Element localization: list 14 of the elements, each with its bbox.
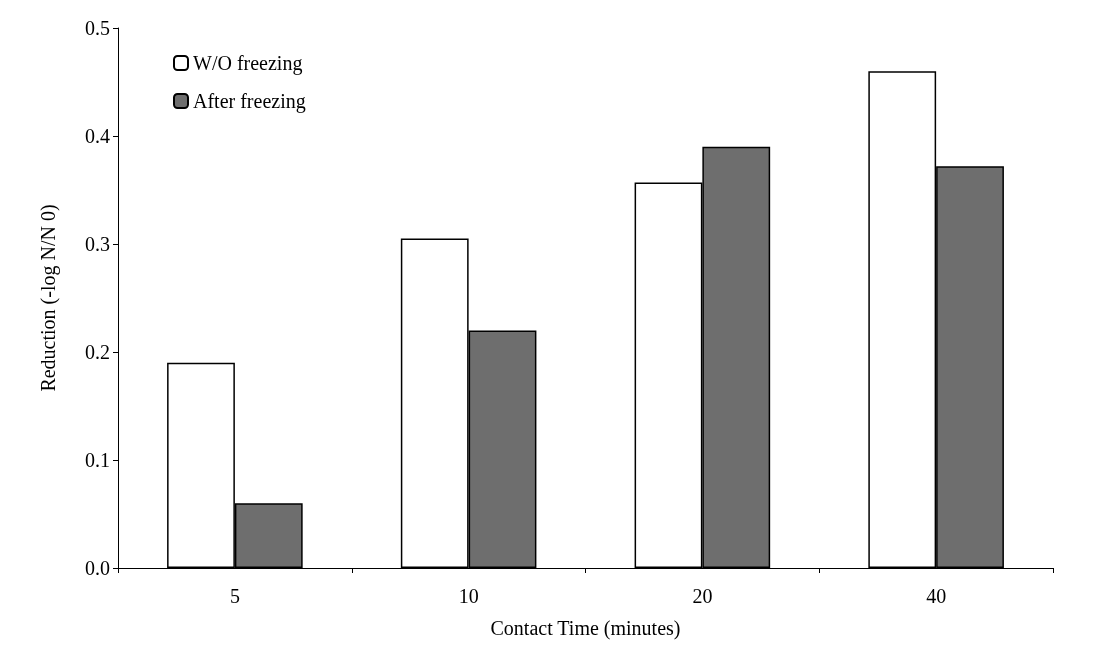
x-tick-label: 20 bbox=[692, 585, 713, 607]
legend-label: W/O freezing bbox=[193, 52, 303, 75]
legend-label: After freezing bbox=[193, 90, 306, 113]
x-axis-title: Contact Time (minutes) bbox=[490, 617, 681, 640]
y-axis-title: Reduction (-log N/N 0) bbox=[37, 204, 60, 392]
y-tick-label: 0.1 bbox=[85, 449, 110, 471]
x-tick-label: 5 bbox=[229, 585, 240, 607]
x-tick-label: 10 bbox=[458, 585, 479, 607]
x-tick-label: 40 bbox=[926, 585, 947, 607]
y-tick-label: 0.0 bbox=[85, 557, 110, 579]
y-tick-label: 0.3 bbox=[85, 233, 110, 255]
y-tick-label: 0.5 bbox=[85, 17, 110, 39]
y-tick-label: 0.4 bbox=[85, 125, 110, 147]
y-tick-label: 0.2 bbox=[85, 341, 110, 363]
